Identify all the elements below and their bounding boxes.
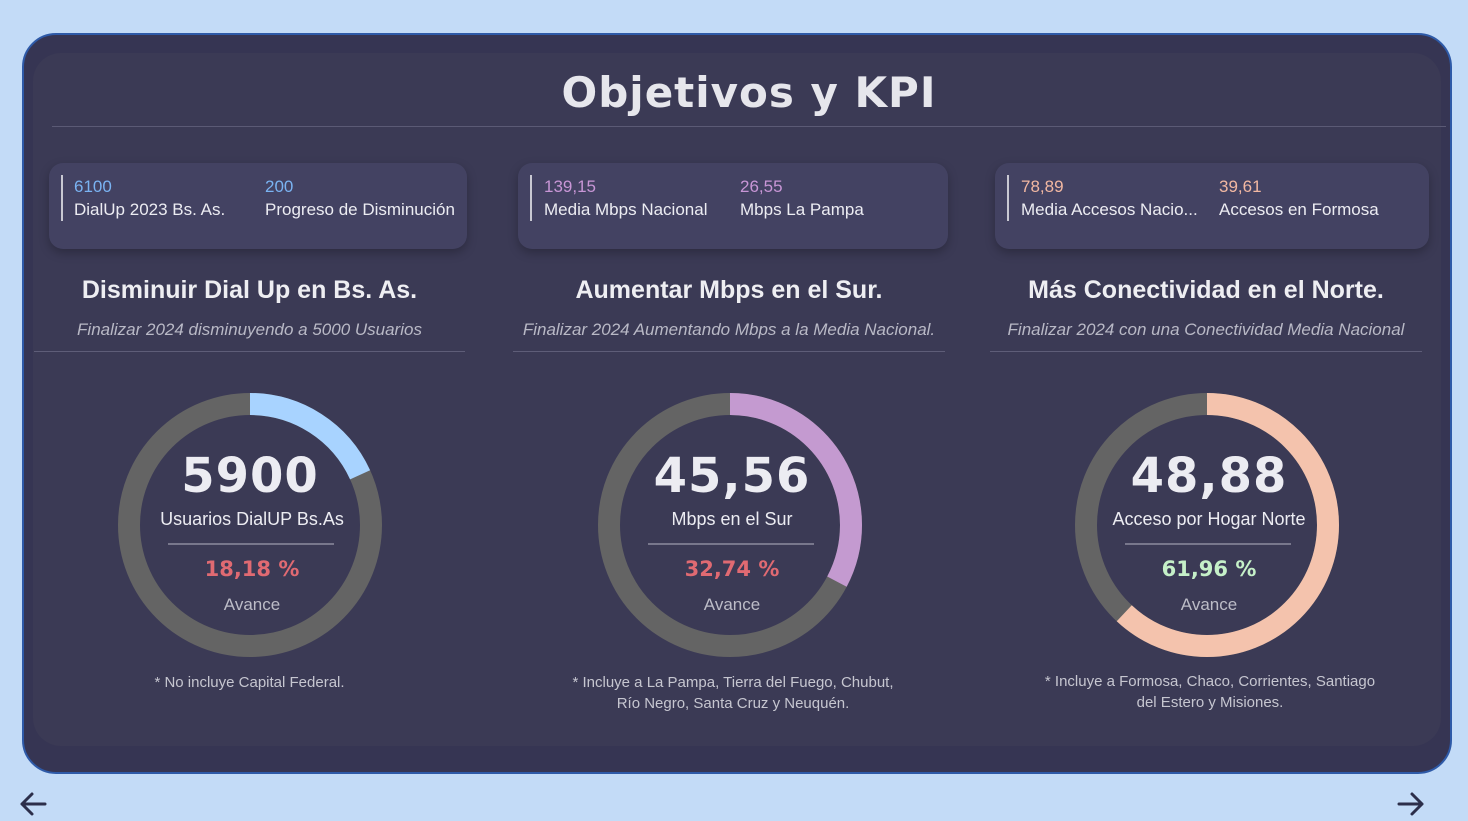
gauge-percent: 18,18 % bbox=[204, 557, 300, 581]
page-title: Objetivos y KPI bbox=[561, 68, 937, 117]
footnote-line: del Estero y Misiones. bbox=[1136, 694, 1284, 711]
objective-divider bbox=[34, 351, 465, 352]
kpi-value: 139,15 bbox=[544, 177, 596, 196]
objective-divider bbox=[513, 351, 945, 352]
gauge-progress-arc bbox=[598, 393, 862, 657]
gauge-value: 45,56 bbox=[653, 448, 811, 504]
footnote-line: Río Negro, Santa Cruz y Neuquén. bbox=[616, 695, 850, 712]
objective-title: Más Conectividad en el Norte. bbox=[1028, 276, 1384, 304]
kpi-value: 6100 bbox=[74, 177, 112, 196]
gauge-donut-access bbox=[1075, 393, 1339, 657]
gauge-caption: Avance bbox=[703, 595, 761, 614]
gauge-progress-arc bbox=[118, 393, 382, 657]
kpi-item: 6100 DialUp 2023 Bs. As. bbox=[74, 177, 225, 220]
kpi-card-divider bbox=[61, 175, 63, 221]
footnote-line: * Incluye a La Pampa, Tierra del Fuego, … bbox=[572, 674, 894, 691]
objective-subtitle: Finalizar 2024 disminuyendo a 5000 Usuar… bbox=[77, 320, 422, 339]
gauge-label: Usuarios DialUP Bs.As bbox=[160, 509, 344, 529]
kpi-card-access: 78,89 Media Accesos Nacio... 39,61 Acces… bbox=[995, 163, 1429, 249]
footnote: * No incluye Capital Federal. bbox=[34, 672, 465, 693]
kpi-item: 39,61 Accesos en Formosa bbox=[1219, 177, 1379, 220]
kpi-label: DialUp 2023 Bs. As. bbox=[74, 200, 226, 219]
gauge-donut-dialup bbox=[118, 393, 382, 657]
objective-divider bbox=[990, 351, 1422, 352]
gauge-value: 5900 bbox=[181, 448, 319, 504]
gauge-percent: 61,96 % bbox=[1161, 557, 1257, 581]
kpi-card-dialup: 6100 DialUp 2023 Bs. As. 200 Progreso de… bbox=[49, 163, 467, 249]
kpi-value: 39,61 bbox=[1219, 177, 1262, 196]
gauge-percent: 32,74 % bbox=[684, 557, 780, 581]
gauge-label: Acceso por Hogar Norte bbox=[1112, 509, 1306, 529]
objective-subtitle: Finalizar 2024 con una Conectividad Medi… bbox=[1007, 320, 1405, 339]
kpi-item: 26,55 Mbps La Pampa bbox=[740, 177, 864, 220]
gauge-label: Mbps en el Sur bbox=[671, 509, 793, 529]
objective-subtitle: Finalizar 2024 Aumentando Mbps a la Medi… bbox=[522, 320, 936, 339]
kpi-value: 26,55 bbox=[740, 177, 783, 196]
footnote-line: * Incluye a Formosa, Chaco, Corrientes, … bbox=[1044, 673, 1376, 690]
gauge-progress-arc bbox=[1075, 393, 1339, 657]
gauge-divider bbox=[1125, 543, 1291, 545]
title-divider bbox=[52, 126, 1446, 127]
kpi-card-mbps: 139,15 Media Mbps Nacional 26,55 Mbps La… bbox=[518, 163, 948, 249]
objective-title: Aumentar Mbps en el Sur. bbox=[575, 276, 883, 304]
kpi-item: 200 Progreso de Disminución bbox=[265, 177, 455, 220]
kpi-item: 78,89 Media Accesos Nacio... bbox=[1021, 177, 1198, 220]
gauge-divider bbox=[648, 543, 814, 545]
kpi-item: 139,15 Media Mbps Nacional bbox=[544, 177, 707, 220]
kpi-label: Media Mbps Nacional bbox=[544, 200, 708, 219]
kpi-card-divider bbox=[1007, 175, 1009, 221]
kpi-label: Progreso de Disminución bbox=[265, 200, 455, 219]
arrow-left-icon[interactable] bbox=[18, 790, 48, 818]
gauge-caption: Avance bbox=[223, 595, 281, 614]
gauge-donut-mbps bbox=[598, 393, 862, 657]
footnote: * Incluye a La Pampa, Tierra del Fuego, … bbox=[513, 672, 953, 714]
gauge-value: 48,88 bbox=[1130, 448, 1288, 504]
kpi-card-divider bbox=[530, 175, 532, 221]
kpi-value: 78,89 bbox=[1021, 177, 1064, 196]
gauge-divider bbox=[168, 543, 334, 545]
kpi-label: Mbps La Pampa bbox=[740, 200, 864, 219]
gauge-caption: Avance bbox=[1180, 595, 1238, 614]
kpi-value: 200 bbox=[265, 177, 294, 196]
arrow-right-icon[interactable] bbox=[1396, 790, 1426, 818]
objective-title: Disminuir Dial Up en Bs. As. bbox=[81, 276, 418, 304]
footnote: * Incluye a Formosa, Chaco, Corrientes, … bbox=[990, 671, 1430, 713]
kpi-label: Media Accesos Nacio... bbox=[1021, 200, 1198, 219]
footnote-line: * No incluye Capital Federal. bbox=[154, 674, 345, 691]
kpi-label: Accesos en Formosa bbox=[1219, 200, 1379, 219]
